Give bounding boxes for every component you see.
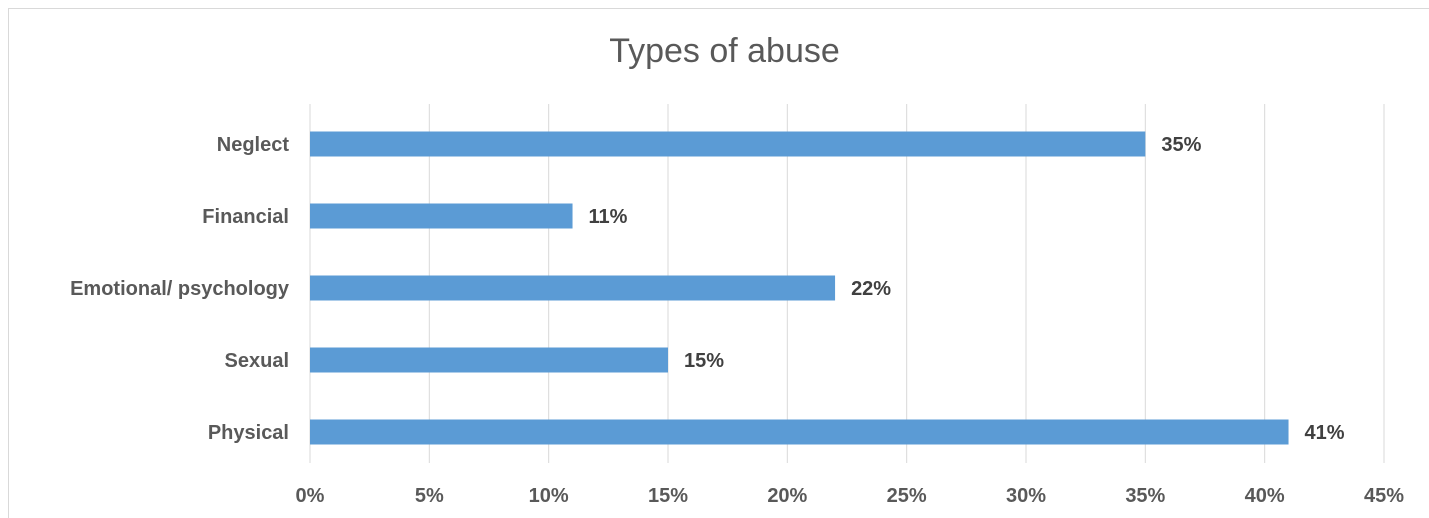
data-label: 41% <box>1305 422 1345 444</box>
bar <box>310 131 1146 157</box>
category-label: Emotional/ psychology <box>70 278 290 300</box>
bar <box>310 275 836 301</box>
data-label: 35% <box>1161 134 1201 156</box>
category-label: Financial <box>202 206 289 228</box>
bars <box>310 131 1289 445</box>
x-tick-label: 10% <box>529 485 569 507</box>
data-label: 11% <box>589 206 628 228</box>
category-labels: Neglect Financial Emotional/ psychology Sex… <box>70 134 290 444</box>
x-tick-label: 15% <box>648 485 688 507</box>
x-tick-label: 5% <box>415 485 444 507</box>
data-label: 22% <box>851 278 891 300</box>
x-tick-label: 30% <box>1006 485 1046 507</box>
category-label: Sexual <box>225 350 289 372</box>
bar <box>310 419 1289 445</box>
x-tick-label: 45% <box>1364 485 1404 507</box>
data-label: 15% <box>684 350 724 372</box>
bar <box>310 203 573 229</box>
category-label: Physical <box>208 422 289 444</box>
data-labels: 35% 11% 22% 15% 41% <box>589 134 1345 444</box>
x-tick-label: 0% <box>296 485 325 507</box>
x-tick-label: 25% <box>887 485 927 507</box>
category-label: Neglect <box>217 134 290 156</box>
bar <box>310 347 668 373</box>
x-tick-labels: 0% 5% 10% 15% 20% 25% 30% 35% 40% 45% <box>296 485 1405 507</box>
chart-title: Types of abuse <box>609 32 840 70</box>
x-tick-label: 35% <box>1125 485 1165 507</box>
x-tick-label: 20% <box>767 485 807 507</box>
x-tick-label: 40% <box>1245 485 1285 507</box>
